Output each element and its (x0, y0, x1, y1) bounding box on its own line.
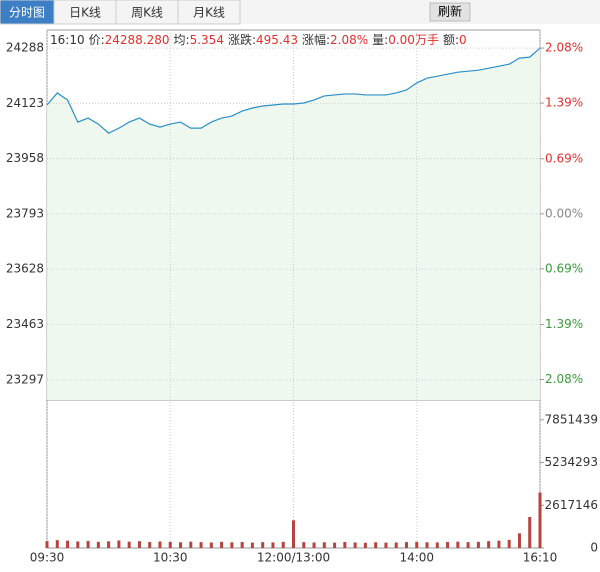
volume-bar (250, 542, 254, 548)
volume-bar (137, 541, 141, 548)
volume-bar (240, 541, 244, 548)
volume-bar (374, 542, 378, 548)
info-label: 涨幅: (302, 32, 330, 47)
volume-bar (86, 540, 90, 548)
volume-bar (199, 542, 203, 548)
volume-bar (456, 541, 460, 548)
x-tick-label: 12:00/13:00 (257, 551, 330, 565)
y-tick-label: 24288 (6, 41, 44, 55)
y2-tick-label: 0.00% (545, 206, 583, 220)
volume-bar (281, 541, 285, 548)
volume-bar (76, 541, 80, 548)
volume-bar (117, 540, 121, 548)
tab-label[interactable]: 分时图 (9, 6, 45, 20)
tab-label[interactable]: 日K线 (69, 6, 101, 20)
y-tick-label: 24123 (6, 96, 44, 110)
info-line: 16:10 价:24288.280 均:5.354 涨跌:495.43 涨幅:2.08%… (50, 32, 467, 47)
y2-tick-label: 0.69% (545, 261, 583, 275)
volume-bar (404, 542, 408, 548)
volume-bar (230, 542, 234, 548)
volume-bar (148, 541, 152, 548)
info-value: 0.00万手 (388, 33, 439, 47)
volume-bar (435, 542, 439, 548)
volume-bar (528, 516, 532, 548)
y2-tick-label: 1.39% (545, 317, 583, 331)
info-value: 0 (459, 33, 467, 47)
volume-bar (394, 542, 398, 548)
volume-bar (158, 541, 162, 548)
y-tick-label: 23297 (6, 372, 44, 386)
volume-bar (476, 541, 480, 548)
volume-bar (209, 542, 213, 548)
volume-bar (466, 542, 470, 548)
volume-tick-label: 5234293 (545, 455, 598, 469)
tab[interactable] (0, 0, 55, 25)
volume-bar (517, 533, 521, 548)
info-label: 额: (443, 33, 459, 47)
tab-label[interactable]: 周K线 (131, 6, 163, 20)
y-tick-label: 23793 (6, 206, 44, 220)
area (47, 48, 540, 400)
tab-label[interactable]: 月K线 (193, 6, 225, 20)
refresh-button[interactable] (429, 2, 471, 22)
volume-bar (271, 542, 275, 548)
x-tick-label: 16:10 (523, 551, 558, 565)
x-tick-label: 14:00 (399, 551, 434, 565)
volume-tick-label: 2617146 (545, 498, 598, 512)
refresh-label[interactable]: 刷新 (438, 4, 462, 19)
info-value: 495.43 (256, 33, 298, 47)
y-tick-label: 23463 (6, 317, 44, 331)
volume-bar (261, 542, 265, 548)
info-label: 价: (89, 33, 105, 47)
tab[interactable] (177, 0, 241, 25)
info-label: 均: (174, 33, 190, 47)
volume-bar (343, 541, 347, 548)
volume-bar (96, 541, 100, 548)
volume-bar (107, 541, 111, 548)
volume-bar (220, 541, 224, 548)
volume-bar (66, 540, 70, 548)
volume-bar (179, 542, 183, 548)
volume-bar (487, 541, 491, 548)
volume-bar (425, 542, 429, 548)
volume-bar (384, 542, 388, 548)
y-tick-label: 23628 (6, 262, 44, 276)
volume-bar (322, 542, 326, 548)
volume-bar (302, 542, 306, 548)
volume-bar (189, 541, 193, 548)
y2-tick-label: 1.39% (545, 96, 583, 110)
y2-tick-label: 2.08% (545, 41, 583, 55)
y2-tick-label: 2.08% (545, 372, 583, 386)
volume-bar (446, 541, 450, 548)
volume-bar (55, 540, 59, 548)
volume-bar (497, 540, 501, 548)
volume-tick-label: 0 (590, 541, 598, 555)
y2-tick-label: 0.69% (545, 151, 583, 165)
volume-bar (292, 520, 295, 548)
info-label: 涨跌: (228, 32, 256, 47)
tab[interactable] (115, 0, 179, 25)
tab[interactable] (53, 0, 117, 25)
volume-bar (507, 539, 511, 548)
volume-bar (333, 542, 337, 548)
volume-bar (168, 541, 172, 548)
volume-bar (363, 542, 367, 548)
info-value: 24288.280 (105, 33, 170, 47)
volume-bar (45, 541, 49, 548)
info-value: 2.08% (330, 33, 368, 47)
volume-bar (312, 542, 316, 548)
info-value: 5.354 (190, 33, 224, 47)
info-time: 16:10 (50, 33, 85, 47)
volume-bar (538, 492, 542, 548)
x-tick-label: 09:30 (30, 551, 65, 565)
volume-bar (127, 541, 131, 548)
price-line (46, 47, 541, 134)
volume-tick-label: 7851439 (545, 412, 598, 426)
info-label: 量: (372, 33, 388, 47)
volume-bar (353, 542, 357, 548)
volume-bar (415, 541, 419, 548)
y-tick-label: 23958 (6, 151, 44, 165)
x-tick-label: 10:30 (153, 551, 188, 565)
